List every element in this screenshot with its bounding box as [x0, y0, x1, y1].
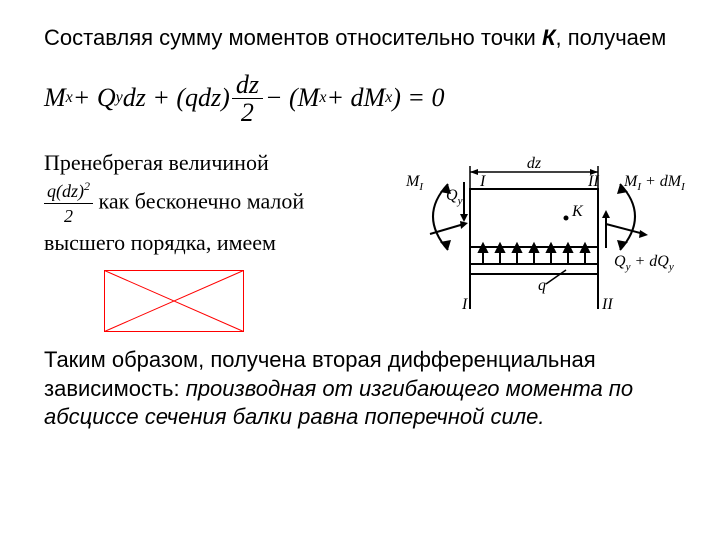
beam-element-diagram: dz I II I II K [388, 144, 688, 329]
diagram-MxdMx: MI + dMI [623, 173, 686, 193]
eq-sub3: x [319, 89, 326, 107]
eq-sub1: x [66, 89, 73, 107]
eq-frac-num: dz [232, 71, 263, 99]
neglect-text: Пренебрегая величиной q(dz)2 2 как беско… [44, 144, 376, 346]
diagram-dz: dz [527, 155, 542, 172]
diagram-q: q [538, 277, 546, 294]
mid-frac-sup: 2 [84, 179, 90, 193]
eq-frac-den: 2 [237, 99, 258, 126]
eq-t4: − (M [265, 83, 319, 113]
conclusion-text: Таким образом, получена вторая дифференц… [44, 346, 688, 432]
mid-frac-den: 2 [61, 204, 76, 228]
eq-t3: dz + (qdz) [123, 83, 230, 113]
diagram-II-bot: II [601, 296, 613, 313]
intro-post: , получаем [555, 25, 666, 50]
eq-frac: dz 2 [232, 71, 263, 127]
result-placeholder [104, 270, 244, 332]
mid-line2a: как бесконечно малой [99, 188, 305, 213]
mid-frac-num: q(dz) [47, 181, 84, 201]
mid-line3: высшего порядка, имеем [44, 230, 276, 255]
mid-line1: Пренебрегая величиной [44, 150, 269, 175]
diagram-II-top: II [587, 173, 599, 190]
diagram-QydQy: Qy + dQy [614, 253, 674, 273]
eq-t6: ) = 0 [392, 83, 444, 113]
main-equation: Mx + Qy dz + (qdz) dz 2 − (Mx + dMx ) = … [44, 71, 688, 127]
diagram-I-bot: I [461, 296, 468, 313]
eq-t1: M [44, 83, 66, 113]
intro-pre: Составляя сумму моментов относительно то… [44, 25, 542, 50]
eq-t5: + dM [326, 83, 385, 113]
diagram-Mx: MI [405, 173, 424, 193]
diagram-Qy: Qy [446, 187, 463, 207]
intro-text: Составляя сумму моментов относительно то… [44, 24, 688, 53]
mid-frac: q(dz)2 2 [44, 178, 93, 229]
eq-t2: + Q [73, 83, 116, 113]
eq-sub2: y [116, 89, 123, 107]
diagram-I-top: I [479, 173, 486, 190]
intro-point: К [542, 25, 556, 50]
diagram-K: K [571, 203, 584, 220]
